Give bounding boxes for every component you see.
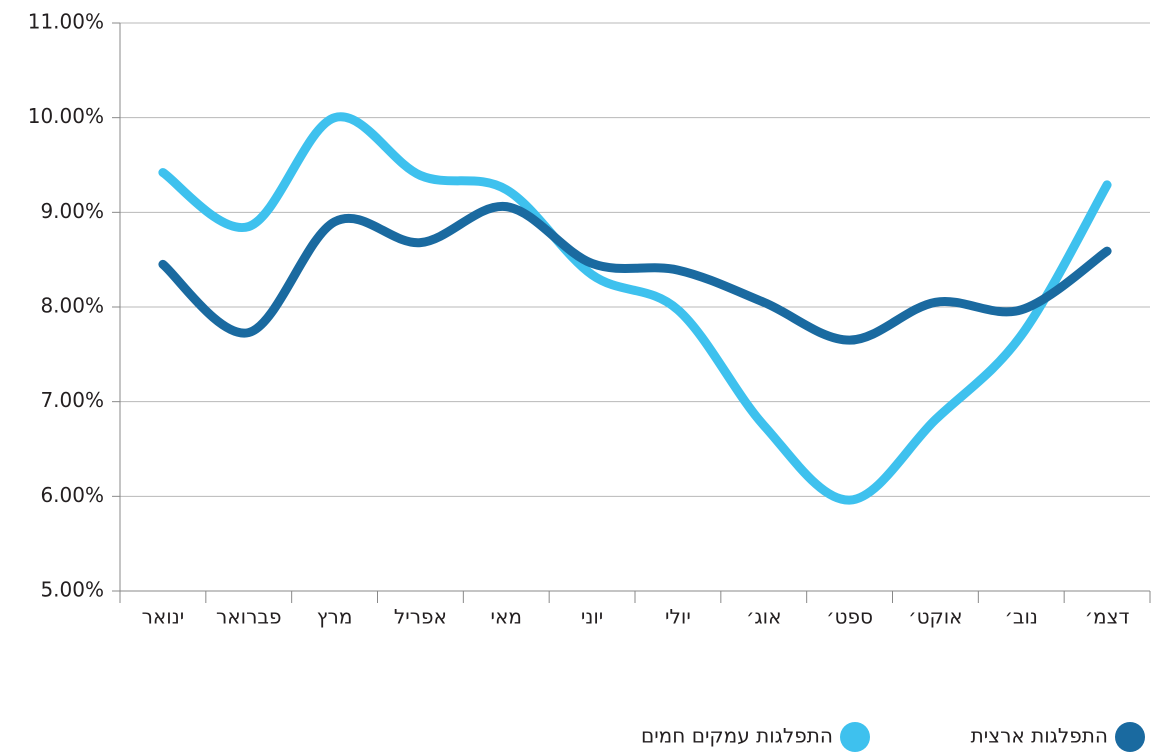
x-tick-label: יולי: [665, 605, 691, 629]
x-tick-label: אוקט׳: [908, 605, 962, 629]
x-tick-label: מרץ: [317, 605, 353, 629]
y-tick-label: 10.00%: [28, 104, 104, 128]
x-tick-label: דצמ׳: [1085, 605, 1130, 629]
legend-label: התפלגות ארצית: [971, 724, 1108, 748]
series-line: [158, 112, 1112, 505]
y-tick-label: 11.00%: [28, 10, 104, 34]
x-tick-label: אוג׳: [746, 605, 781, 629]
legend-swatch: [840, 722, 870, 752]
y-tick-label: 5.00%: [40, 578, 104, 602]
x-tick-label: אפריל: [394, 605, 447, 629]
legend-label: התפלגות עמקים חמים: [641, 724, 833, 748]
x-tick-label: ינואר: [142, 605, 185, 629]
y-tick-label: 8.00%: [40, 294, 104, 318]
x-tick-label: נוב׳: [1005, 605, 1038, 629]
legend-swatch: [1115, 722, 1145, 752]
x-tick-label: פברואר: [216, 605, 281, 629]
y-tick-label: 7.00%: [40, 388, 104, 412]
series-line: [158, 202, 1112, 345]
y-tick-label: 9.00%: [40, 199, 104, 223]
x-tick-label: יוני: [581, 605, 603, 629]
x-tick-label: מאי: [491, 605, 522, 629]
y-tick-label: 6.00%: [40, 483, 104, 507]
x-tick-label: ספט׳: [826, 605, 873, 629]
